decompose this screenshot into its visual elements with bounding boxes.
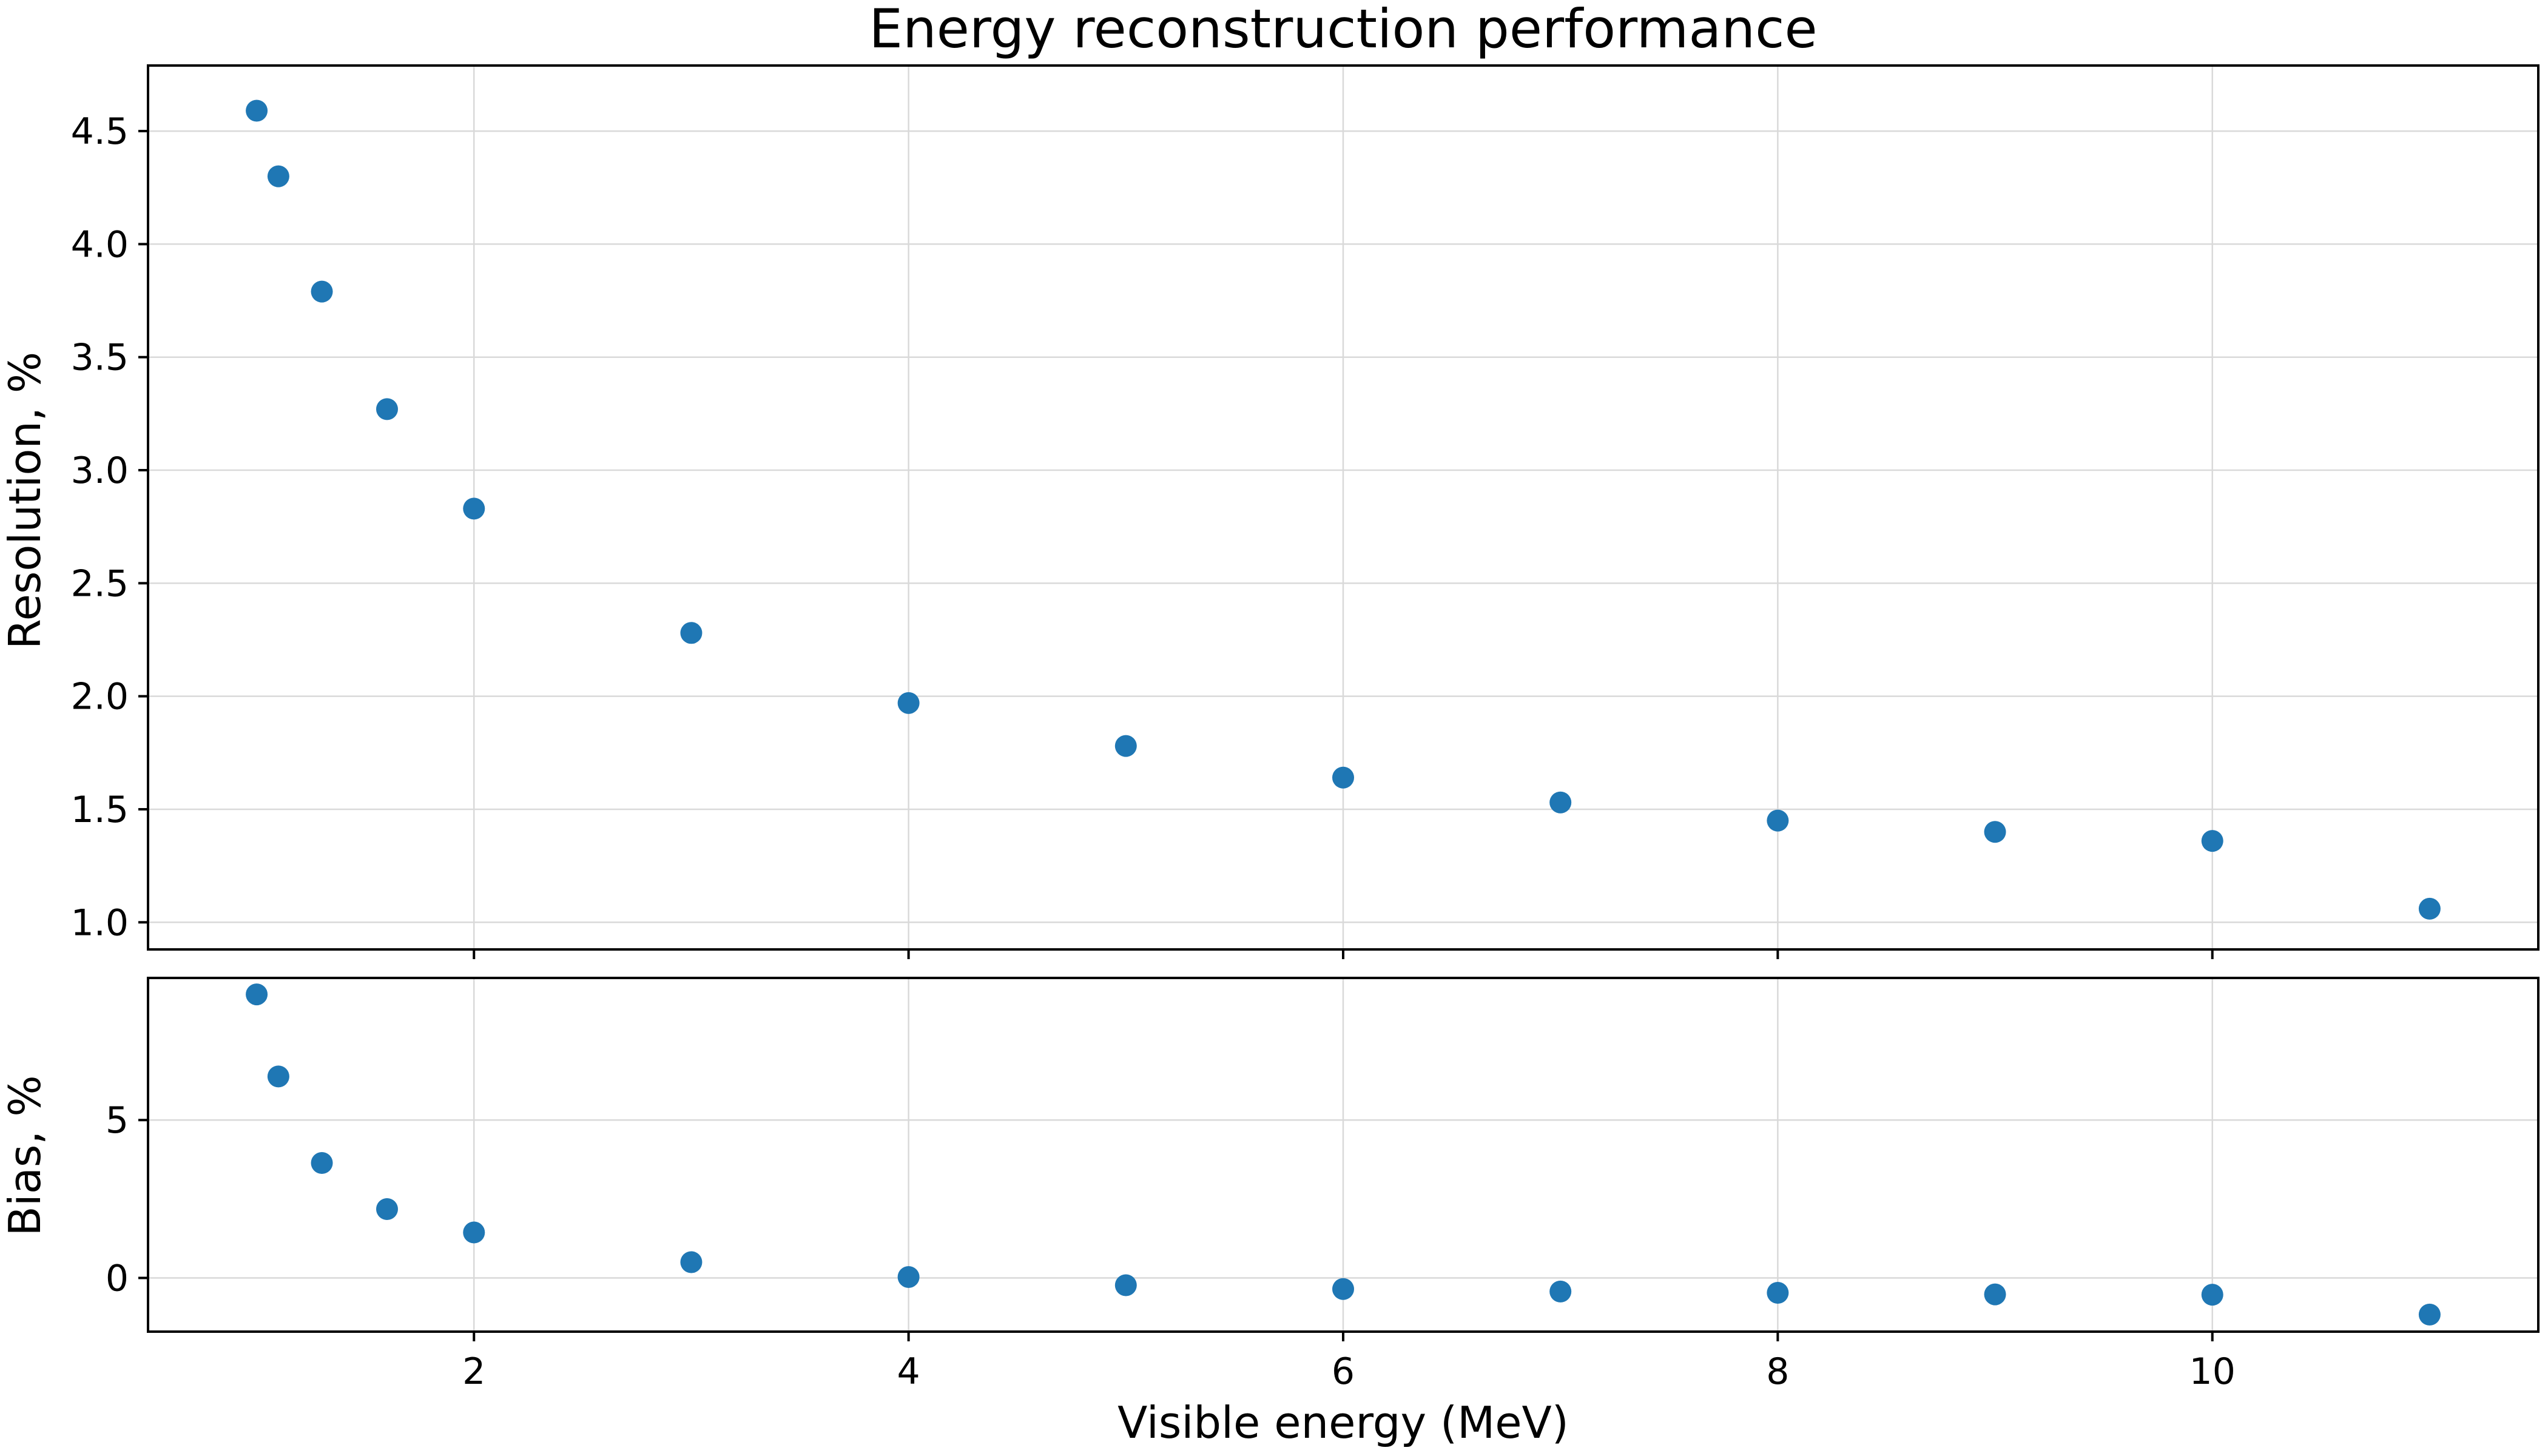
bias-data-point: [1332, 1278, 1354, 1300]
bias-data-point: [2201, 1284, 2223, 1306]
resolution-data-point: [1767, 809, 1789, 832]
resolution-data-point: [246, 99, 268, 122]
x-tick-label: 2: [462, 1350, 485, 1393]
x-tick-label: 4: [897, 1350, 920, 1393]
resolution-y-tick-label: 1.0: [71, 902, 129, 944]
resolution-data-point: [267, 165, 289, 187]
resolution-y-axis-label: Resolution, %: [0, 352, 50, 649]
resolution-panel: 1.0 1.5 2.0 2.5 3.0 3.5 4.0 4.5 Resolution, %: [0, 64, 2540, 959]
resolution-y-tick-label: 4.0: [71, 223, 129, 266]
bias-data-point: [376, 1198, 398, 1221]
bias-data-point: [311, 1152, 333, 1175]
bias-data-point: [680, 1251, 703, 1273]
resolution-y-tick-label: 2.5: [71, 562, 129, 605]
resolution-data-point: [311, 280, 333, 303]
bias-data-point: [1114, 1274, 1137, 1296]
resolution-y-tick-label: 3.0: [71, 450, 129, 492]
resolution-data-point: [1984, 821, 2006, 843]
resolution-data-point: [897, 692, 920, 714]
bias-plot-frame: [147, 977, 2540, 1333]
resolution-data-point: [2418, 897, 2441, 920]
resolution-data-point: [1114, 735, 1137, 757]
bias-y-tick-label: 5: [106, 1099, 129, 1142]
bias-data-point: [897, 1266, 920, 1288]
resolution-y-tick-label: 3.5: [71, 337, 129, 379]
resolution-data-point: [680, 622, 703, 644]
x-tick-label: 6: [1332, 1350, 1355, 1393]
bias-data-point: [1767, 1281, 1789, 1304]
bias-data-point: [246, 983, 268, 1006]
resolution-y-tick-label: 2.0: [71, 676, 129, 718]
bias-data-point: [267, 1065, 289, 1088]
bias-data-point: [1549, 1280, 1572, 1303]
bias-panel: 0 5 2 4 6 8 10 Bias, %: [0, 977, 2540, 1393]
bias-data-point: [1984, 1283, 2006, 1306]
x-tick-label: 8: [1766, 1350, 1789, 1393]
resolution-data-point: [376, 398, 398, 420]
resolution-data-point: [2201, 830, 2223, 852]
resolution-data-point: [1549, 791, 1572, 814]
resolution-y-tick-label: 1.5: [71, 789, 129, 831]
bias-y-axis-label: Bias, %: [0, 1075, 50, 1236]
resolution-y-tick-label: 4.5: [71, 110, 129, 153]
resolution-plot-frame: [147, 64, 2540, 951]
bias-y-tick-label: 0: [106, 1258, 129, 1300]
bias-data-point: [2418, 1303, 2441, 1326]
chart-title: Energy reconstruction performance: [869, 0, 1817, 60]
resolution-data-point: [1332, 766, 1354, 789]
x-tick-label: 10: [2189, 1350, 2236, 1393]
x-axis-label: Visible energy (MeV): [1117, 1397, 1569, 1448]
bias-data-point: [463, 1221, 485, 1244]
resolution-data-point: [463, 497, 485, 520]
